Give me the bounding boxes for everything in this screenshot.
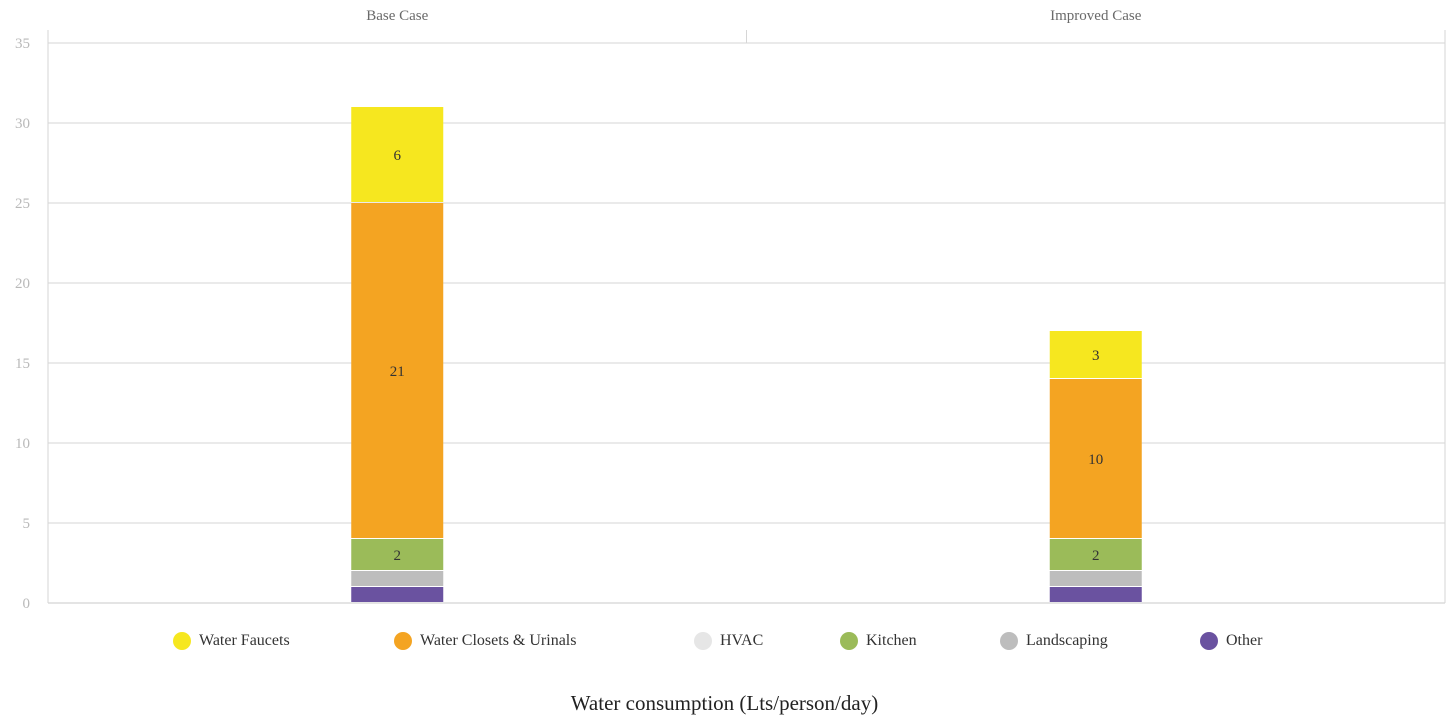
data-label: 10 [1088,452,1103,468]
data-label: 2 [1092,548,1100,564]
legend-label: Landscaping [1026,632,1108,650]
legend-swatch [1000,632,1018,650]
bar-segment [1050,587,1142,602]
legend-item: Other [1200,626,1262,656]
legend-swatch [1200,632,1218,650]
legend-label: Kitchen [866,632,917,650]
legend-label: Other [1226,632,1262,650]
category-label: Improved Case [1050,8,1142,24]
bar-segment [1050,571,1142,586]
y-tick-label: 5 [23,516,31,532]
bar-segment [351,571,443,586]
y-tick-label: 35 [15,36,30,52]
y-tick-label: 15 [15,356,30,372]
legend-swatch [173,632,191,650]
legend-label: Water Closets & Urinals [420,632,576,650]
legend-item: Water Faucets [173,626,290,656]
y-tick-label: 25 [15,196,30,212]
legend-item: Water Closets & Urinals [394,626,576,656]
chart-legend: Water Faucets Water Closets & Urinals HVAC… [0,626,1449,656]
legend-swatch [694,632,712,650]
data-label: 3 [1092,348,1100,364]
y-tick-label: 10 [15,436,30,452]
data-label: 2 [394,548,402,564]
legend-item: Kitchen [840,626,917,656]
legend-item: Landscaping [1000,626,1108,656]
legend-swatch [840,632,858,650]
y-tick-label: 0 [23,596,31,612]
y-tick-label: 20 [15,276,30,292]
stacked-bar-chart: 0 5 10 15 20 25 30 35 Base Case Improved Case 2 21 6… [0,0,1449,620]
legend-item: HVAC [694,626,763,656]
data-label: 21 [390,364,405,380]
legend-swatch [394,632,412,650]
x-axis-title: Water consumption (Lts/person/day) [0,691,1449,716]
legend-label: Water Faucets [199,632,290,650]
y-tick-label: 30 [15,116,30,132]
data-label: 6 [394,148,402,164]
legend-label: HVAC [720,632,763,650]
category-label: Base Case [366,8,428,24]
bar-segment [351,587,443,602]
